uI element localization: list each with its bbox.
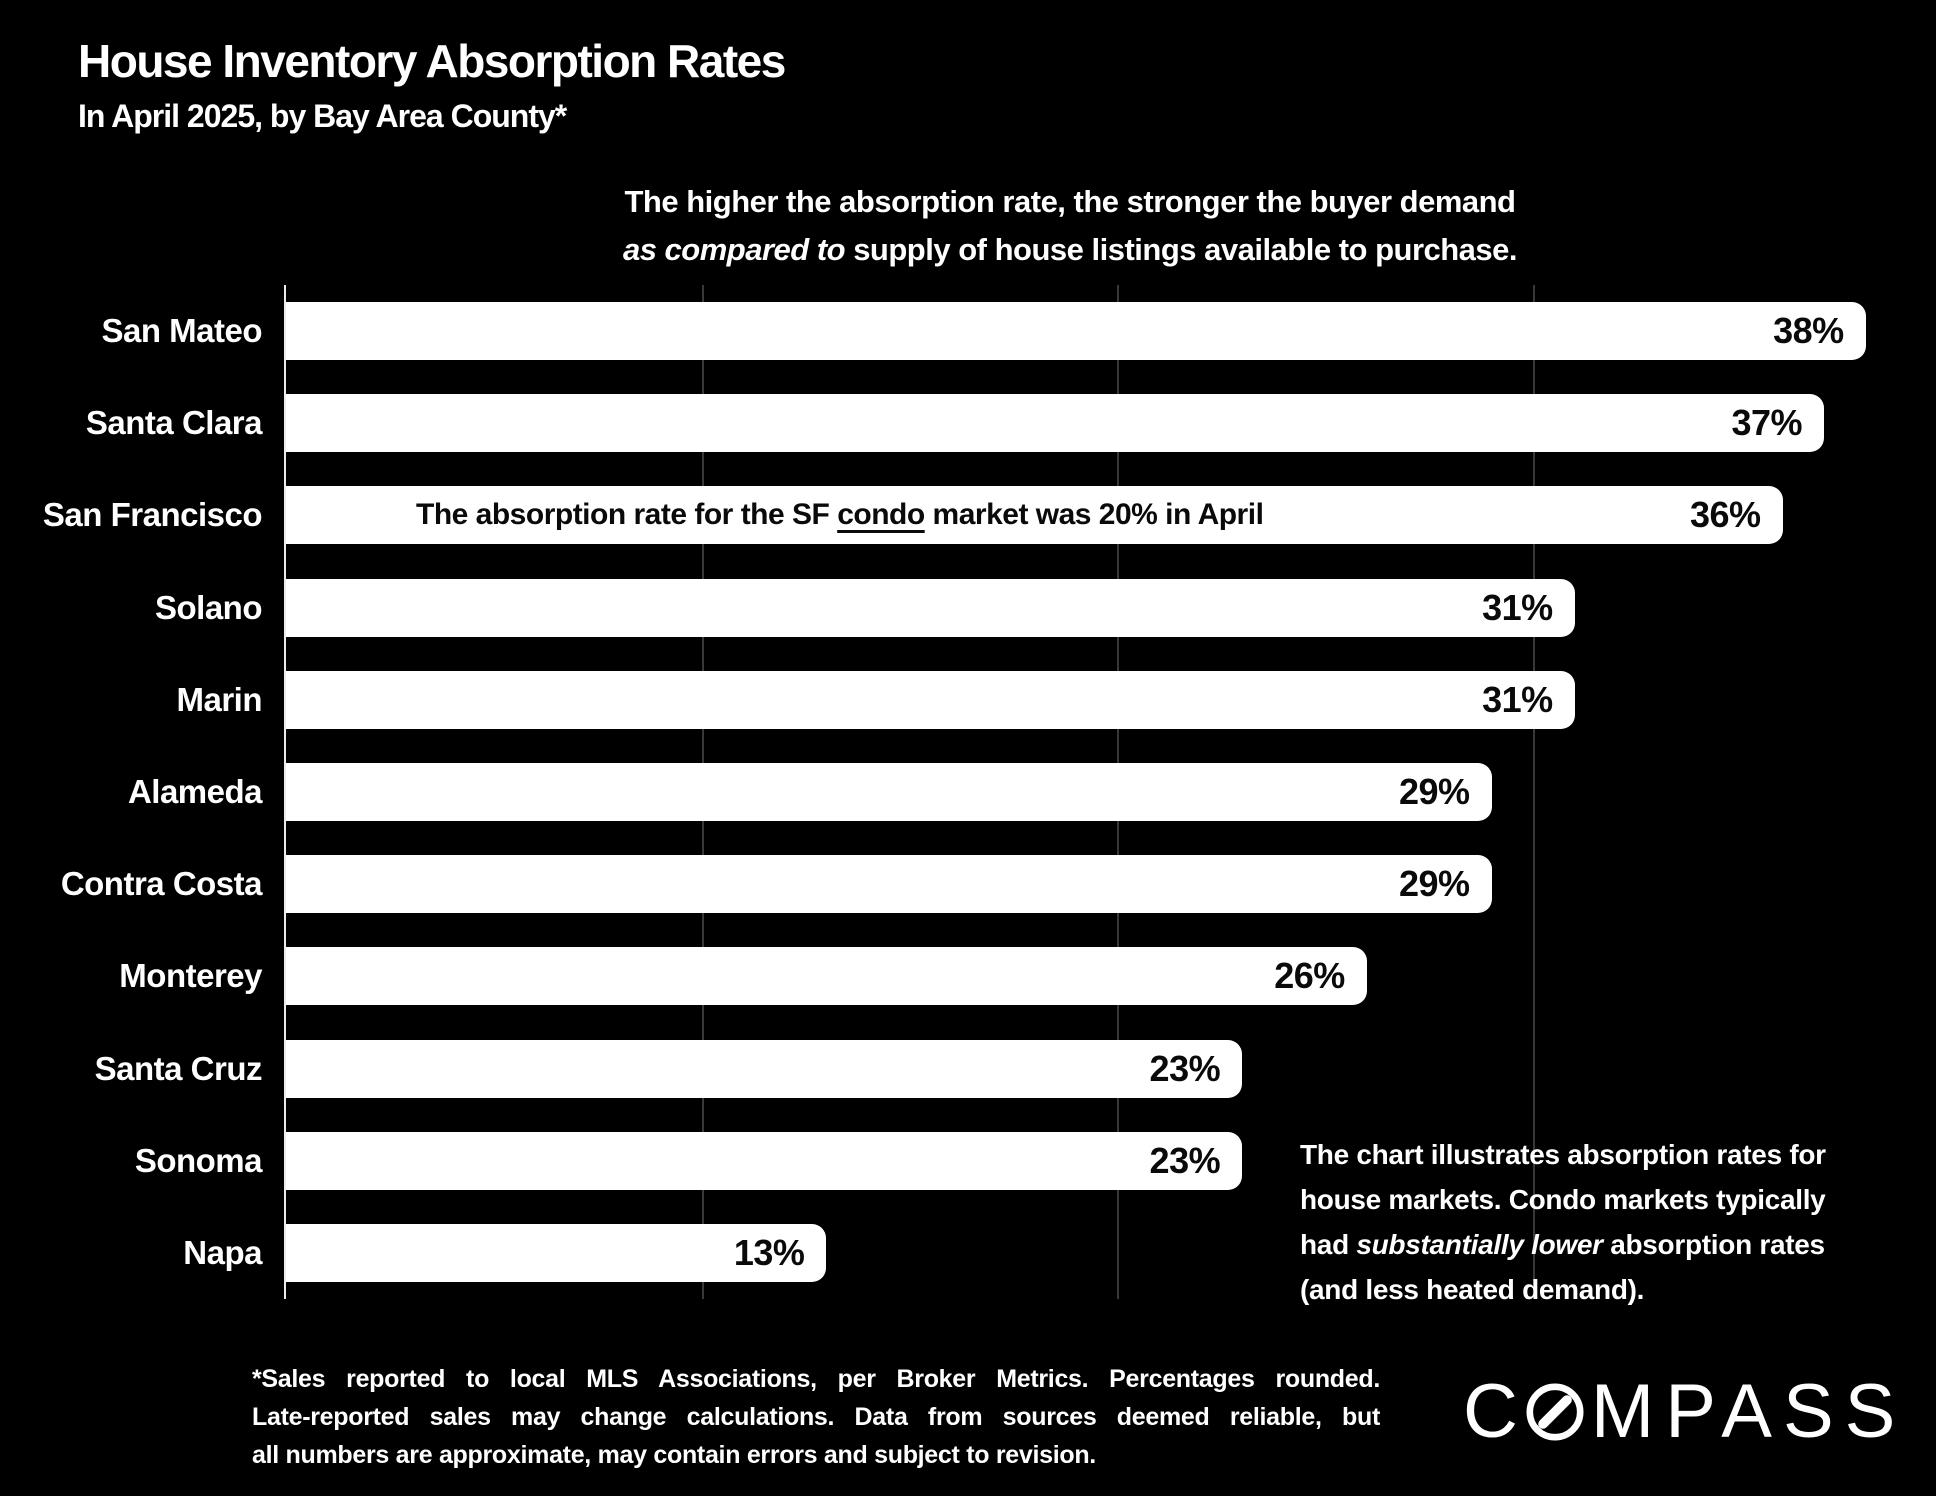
category-label: Santa Cruz [94, 1049, 263, 1087]
category-label: Solano [154, 588, 263, 626]
text-segment: as compared to [622, 232, 846, 267]
category-label: Sonoma [134, 1141, 263, 1179]
category-label: Contra Costa [60, 865, 263, 903]
bar-value-label: 31% [1482, 678, 1553, 720]
compass-o-icon [1526, 1383, 1584, 1441]
text-segment: supply of house listings available to pu… [845, 232, 1518, 267]
caption-line-2: as compared to supply of house listings … [240, 226, 1900, 274]
side-note-line: had substantially lower absorption rates [1300, 1222, 1826, 1267]
footnote-line: Late-reported sales may change calculati… [252, 1403, 1380, 1431]
category-label: San Francisco [42, 496, 263, 534]
category-label: Monterey [119, 957, 262, 995]
bar-row: Alameda 29% [128, 763, 1936, 821]
y-axis-line [284, 285, 286, 1299]
category-label: San Mateo [101, 312, 262, 349]
bar-row: Contra Costa 29% [61, 855, 1936, 914]
bar-value-label: 23% [1149, 1139, 1221, 1181]
bar-value-label: 29% [1398, 771, 1470, 812]
bar: 29% [286, 855, 1492, 914]
category-label: Marin [176, 680, 262, 718]
text-segment: The absorption rate for the SF [416, 498, 838, 532]
text-segment: absorption rates [1602, 1229, 1825, 1260]
bar-row: Sonoma 23% [135, 1131, 1936, 1190]
category-label: Napa [183, 1234, 262, 1271]
bar-value-label: 23% [1149, 1047, 1221, 1089]
logo-text-pre: C [1463, 1369, 1529, 1454]
bar-row: Marin 31% [176, 670, 1936, 729]
bar-row: San Francisco The absorption rate for the… [43, 486, 1936, 545]
bar-value-label: 13% [733, 1232, 805, 1273]
bar-value-label: 38% [1773, 310, 1844, 351]
bar-value-label: 31% [1482, 586, 1553, 628]
bar: 23% [286, 1039, 1243, 1098]
text-segment: market was 20% in April [924, 498, 1264, 532]
bar-row: Santa Clara 37% [86, 394, 1936, 453]
caption: The higher the absorption rate, the stro… [240, 178, 1900, 274]
compass-logo: C MPASS [1463, 1369, 1907, 1454]
category-label: Santa Clara [85, 404, 263, 442]
bar: 23% [286, 1131, 1243, 1190]
bar-value-label: 29% [1398, 863, 1470, 905]
side-note-line: house markets. Condo markets typically [1300, 1177, 1826, 1222]
footnote-line: *Sales reported to local MLS Association… [252, 1365, 1380, 1393]
footnote-line: all numbers are approximate, may contain… [252, 1441, 1096, 1469]
bar: 38% [286, 302, 1866, 360]
bar: The absorption rate for the SF condo mar… [286, 486, 1783, 545]
footnote: *Sales reported to local MLS Association… [252, 1360, 1380, 1474]
text-segment: substantially lower [1356, 1229, 1603, 1260]
text-segment: (and less heated demand). [1300, 1274, 1645, 1305]
bar: 37% [286, 394, 1825, 453]
side-note: The chart illustrates absorption rates f… [1300, 1132, 1826, 1312]
text-segment: The chart illustrates absorption rates f… [1300, 1139, 1826, 1170]
bar-value-label: 36% [1689, 494, 1761, 536]
bar-value-label: 26% [1274, 955, 1345, 997]
category-label: Alameda [127, 773, 263, 810]
bar-row: Monterey 26% [119, 947, 1936, 1006]
plot-area: San Mateo 38% Santa Clara 37% San Francisco T… [43, 285, 1936, 1299]
bar-row: Solano 31% [155, 578, 1936, 637]
text-segment: had [1300, 1229, 1357, 1260]
bar: 31% [286, 670, 1575, 729]
bar: 26% [286, 947, 1367, 1006]
page-subtitle: In April 2025, by Bay Area County* [78, 98, 567, 134]
text-segment: house markets. Condo markets typically [1300, 1184, 1826, 1215]
bar-row: Napa 13% [183, 1224, 1936, 1282]
bar-row: Santa Cruz 23% [95, 1039, 1936, 1098]
logo-text-post: MPASS [1590, 1369, 1907, 1454]
side-note-line: The chart illustrates absorption rates f… [1300, 1132, 1826, 1177]
bar: 31% [286, 578, 1575, 637]
caption-line-1: The higher the absorption rate, the stro… [624, 184, 1516, 219]
text-segment: condo [837, 498, 925, 532]
bar-row: San Mateo 38% [101, 302, 1936, 360]
gridline-30pct [1533, 285, 1536, 1299]
bar-value-label: 37% [1731, 402, 1803, 444]
bar-annotation: The absorption rate for the SF condo mar… [416, 498, 1264, 532]
bar: 29% [286, 763, 1492, 821]
side-note-line: (and less heated demand). [1300, 1267, 1826, 1312]
bar: 13% [286, 1224, 827, 1282]
page-title: House Inventory Absorption Rates [78, 35, 786, 87]
